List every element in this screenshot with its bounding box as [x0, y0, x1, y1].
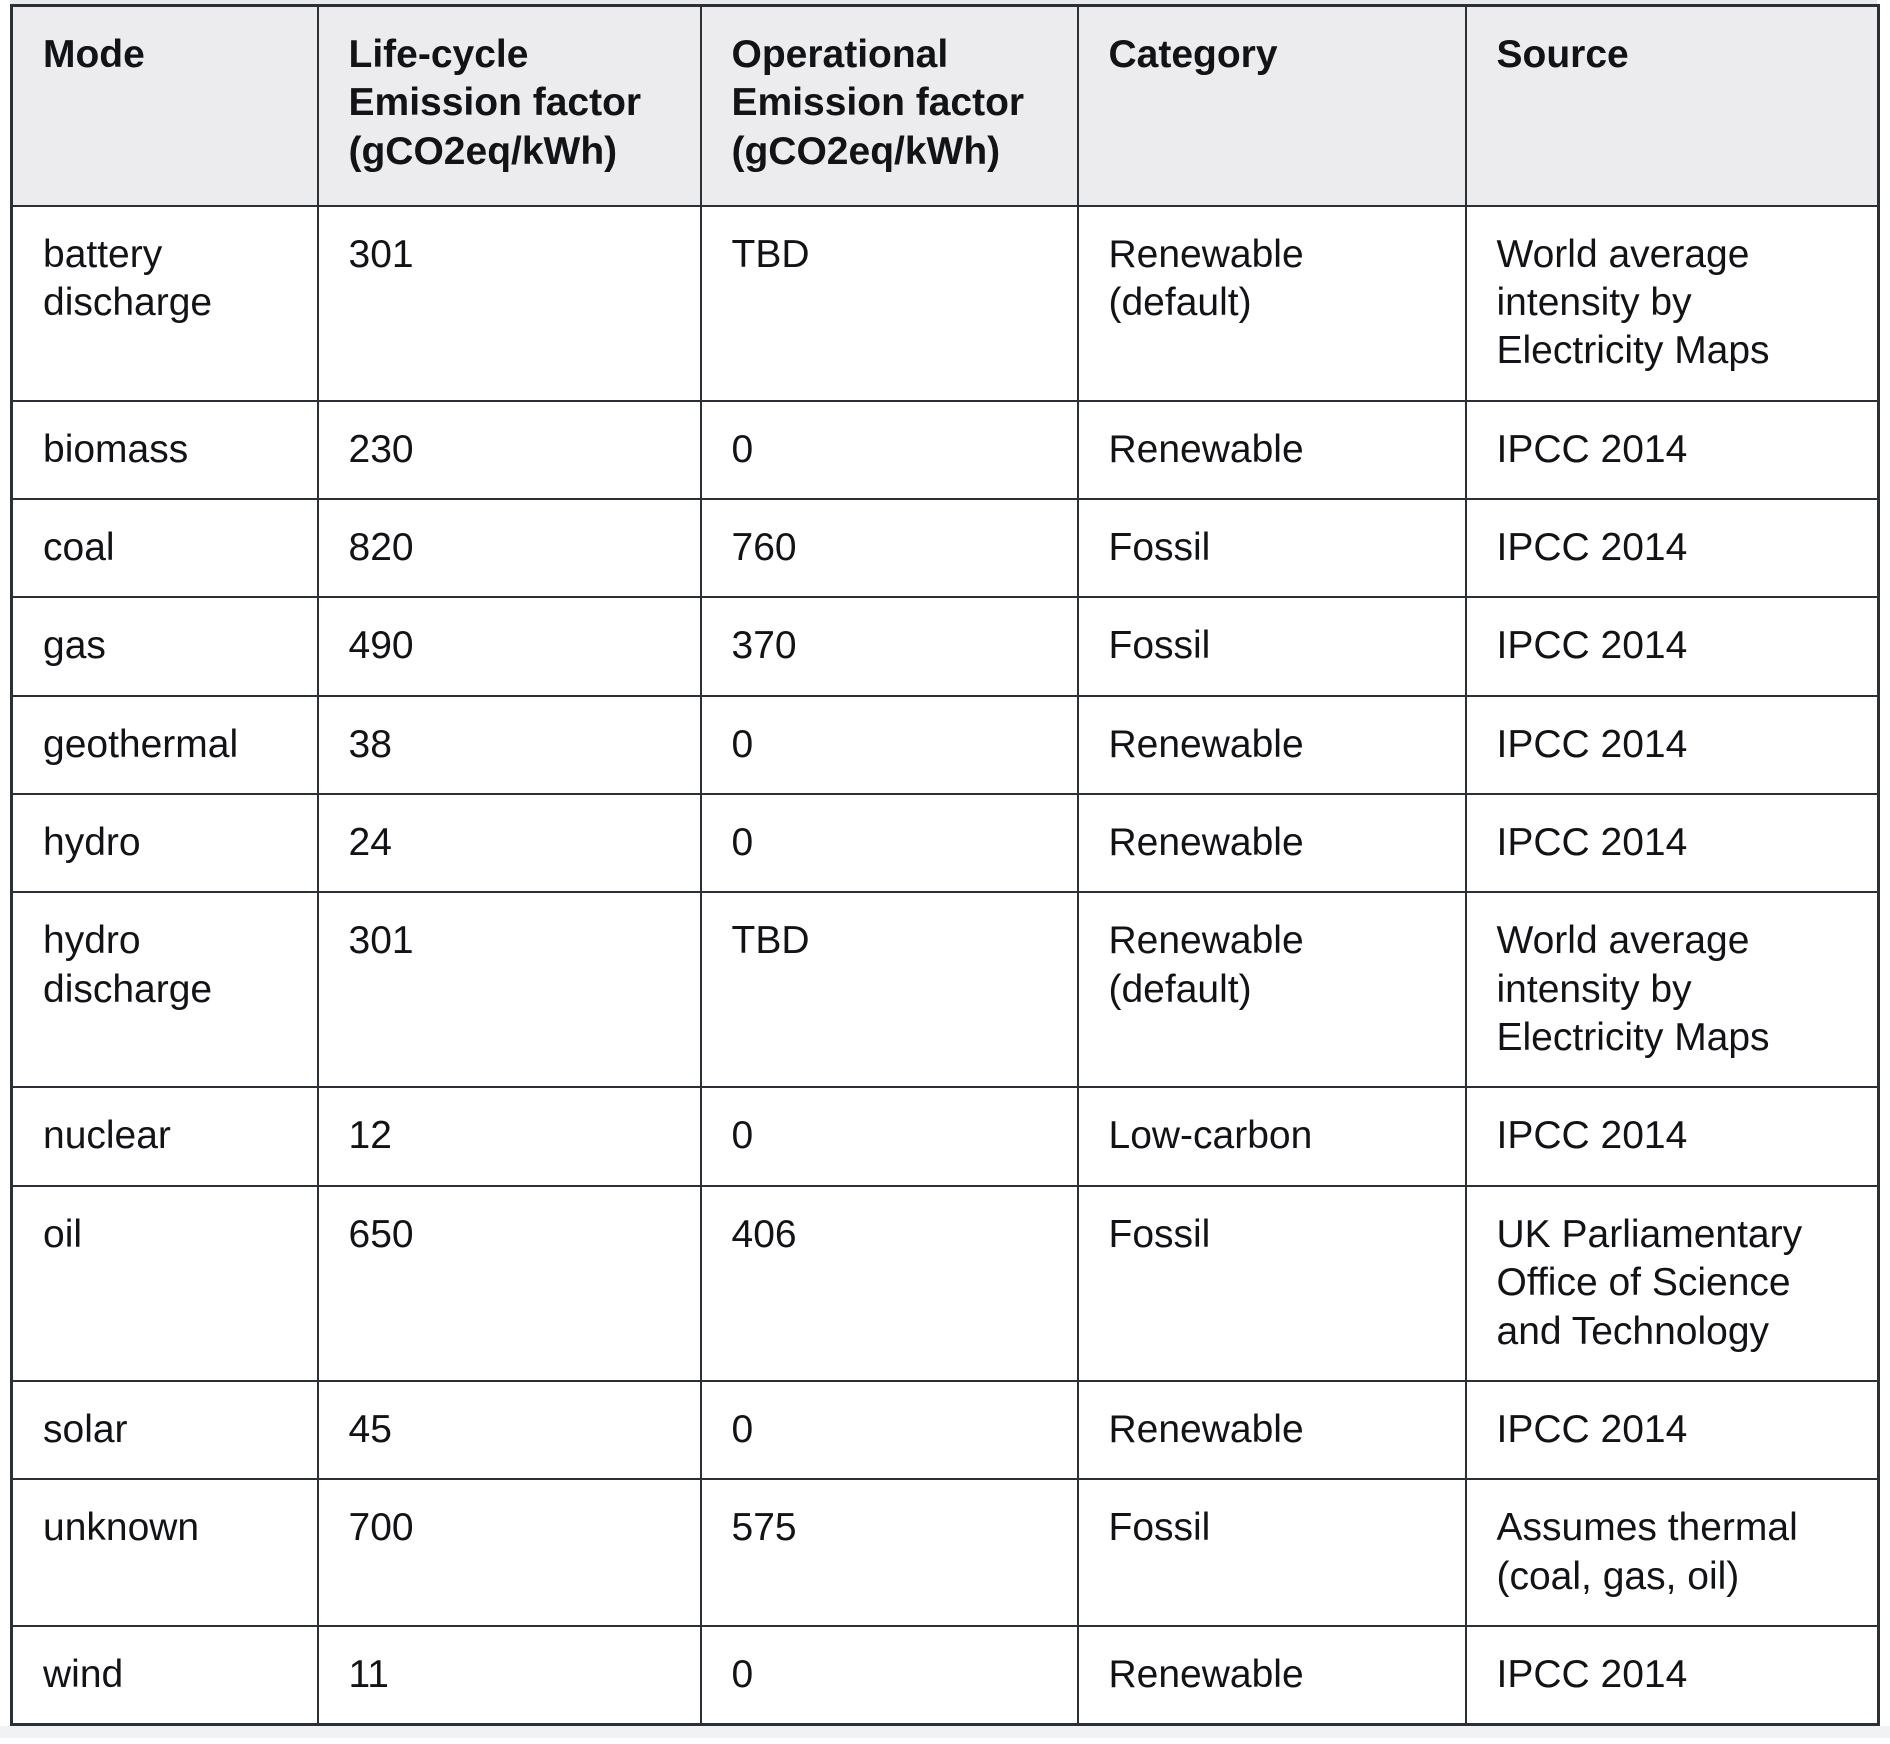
- cell-operational: 760: [699, 497, 1079, 599]
- cell-category: Renewable: [1076, 399, 1467, 500]
- table-row-geothermal: geothermal 38 0 Renewable IPCC 2014: [10, 694, 1880, 796]
- cell-category: Low-carbon: [1076, 1086, 1467, 1187]
- header-source: Source: [1464, 4, 1880, 207]
- cell-mode: gas: [10, 596, 319, 697]
- table-row-nuclear: nuclear 12 0 Low-carbon IPCC 2014: [10, 1086, 1880, 1187]
- cell-category: Renewable: [1076, 1624, 1467, 1726]
- cell-category: Renewable (default): [1076, 891, 1467, 1089]
- table-row-gas: gas 490 370 Fossil IPCC 2014: [10, 596, 1880, 697]
- cell-category: Renewable (default): [1076, 204, 1467, 402]
- cell-source: IPCC 2014: [1464, 694, 1880, 796]
- top-sliver: [10, 0, 1877, 4]
- cell-source: World average intensity by Electricity M…: [1464, 204, 1880, 402]
- cell-operational: 0: [699, 694, 1079, 796]
- cell-category: Renewable: [1076, 694, 1467, 796]
- cell-source: IPCC 2014: [1464, 596, 1880, 697]
- table-row-hydro: hydro 24 0 Renewable IPCC 2014: [10, 793, 1880, 894]
- cell-source: World average intensity by Electricity M…: [1464, 891, 1880, 1089]
- bottom-strip: [0, 1726, 1890, 1739]
- cell-operational: 575: [699, 1478, 1079, 1627]
- cell-operational: 0: [699, 1086, 1079, 1187]
- table-row-solar: solar 45 0 Renewable IPCC 2014: [10, 1379, 1880, 1481]
- cell-mode: geothermal: [10, 694, 319, 796]
- cell-operational: TBD: [699, 204, 1079, 402]
- cell-source: IPCC 2014: [1464, 1624, 1880, 1726]
- header-mode: Mode: [10, 4, 319, 207]
- cell-lifecycle: 230: [316, 399, 702, 500]
- cell-lifecycle: 11: [316, 1624, 702, 1726]
- cell-category: Fossil: [1076, 1478, 1467, 1627]
- cell-source: IPCC 2014: [1464, 1379, 1880, 1481]
- cell-mode: nuclear: [10, 1086, 319, 1187]
- cell-lifecycle: 38: [316, 694, 702, 796]
- cell-operational: 0: [699, 399, 1079, 500]
- cell-lifecycle: 490: [316, 596, 702, 697]
- table-row-battery-discharge: battery discharge 301 TBD Renewable (def…: [10, 204, 1880, 402]
- table-row-hydro-discharge: hydro discharge 301 TBD Renewable (defau…: [10, 891, 1880, 1089]
- cell-mode: oil: [10, 1184, 319, 1382]
- cell-source: UK Parliamentary Office of Science and T…: [1464, 1184, 1880, 1382]
- table-header: Mode Life-cycle Emission factor (gCO2eq/…: [10, 4, 1880, 207]
- cell-operational: 0: [699, 1624, 1079, 1726]
- table-row-wind: wind 11 0 Renewable IPCC 2014: [10, 1624, 1880, 1726]
- cell-lifecycle: 12: [316, 1086, 702, 1187]
- cell-operational: 406: [699, 1184, 1079, 1382]
- cell-lifecycle: 301: [316, 891, 702, 1089]
- cell-mode: hydro: [10, 793, 319, 894]
- cell-source: IPCC 2014: [1464, 793, 1880, 894]
- cell-category: Fossil: [1076, 497, 1467, 599]
- cell-lifecycle: 650: [316, 1184, 702, 1382]
- cell-category: Fossil: [1076, 596, 1467, 697]
- header-category: Category: [1076, 4, 1467, 207]
- table-row-coal: coal 820 760 Fossil IPCC 2014: [10, 497, 1880, 599]
- cell-mode: coal: [10, 497, 319, 599]
- cell-lifecycle: 45: [316, 1379, 702, 1481]
- cell-operational: TBD: [699, 891, 1079, 1089]
- cell-operational: 370: [699, 596, 1079, 697]
- table-row-oil: oil 650 406 Fossil UK Parliamentary Offi…: [10, 1184, 1880, 1382]
- cell-mode: unknown: [10, 1478, 319, 1627]
- cell-lifecycle: 700: [316, 1478, 702, 1627]
- cell-lifecycle: 820: [316, 497, 702, 599]
- table-row-unknown: unknown 700 575 Fossil Assumes thermal (…: [10, 1478, 1880, 1627]
- table-body: battery discharge 301 TBD Renewable (def…: [10, 204, 1880, 1726]
- cell-mode: wind: [10, 1624, 319, 1726]
- cell-mode: battery discharge: [10, 204, 319, 402]
- emission-factors-table: Mode Life-cycle Emission factor (gCO2eq/…: [10, 4, 1880, 1727]
- cell-category: Fossil: [1076, 1184, 1467, 1382]
- cell-category: Renewable: [1076, 1379, 1467, 1481]
- cell-source: IPCC 2014: [1464, 497, 1880, 599]
- cell-operational: 0: [699, 793, 1079, 894]
- cell-source: IPCC 2014: [1464, 399, 1880, 500]
- cell-mode: hydro discharge: [10, 891, 319, 1089]
- header-row: Mode Life-cycle Emission factor (gCO2eq/…: [10, 4, 1880, 207]
- cell-category: Renewable: [1076, 793, 1467, 894]
- cell-mode: biomass: [10, 399, 319, 500]
- header-lifecycle: Life-cycle Emission factor (gCO2eq/kWh): [316, 4, 702, 207]
- header-operational: Operational Emission factor (gCO2eq/kWh): [699, 4, 1079, 207]
- cell-lifecycle: 301: [316, 204, 702, 402]
- cell-operational: 0: [699, 1379, 1079, 1481]
- cell-lifecycle: 24: [316, 793, 702, 894]
- cell-source: IPCC 2014: [1464, 1086, 1880, 1187]
- cell-source: Assumes thermal (coal, gas, oil): [1464, 1478, 1880, 1627]
- cell-mode: solar: [10, 1379, 319, 1481]
- table-row-biomass: biomass 230 0 Renewable IPCC 2014: [10, 399, 1880, 500]
